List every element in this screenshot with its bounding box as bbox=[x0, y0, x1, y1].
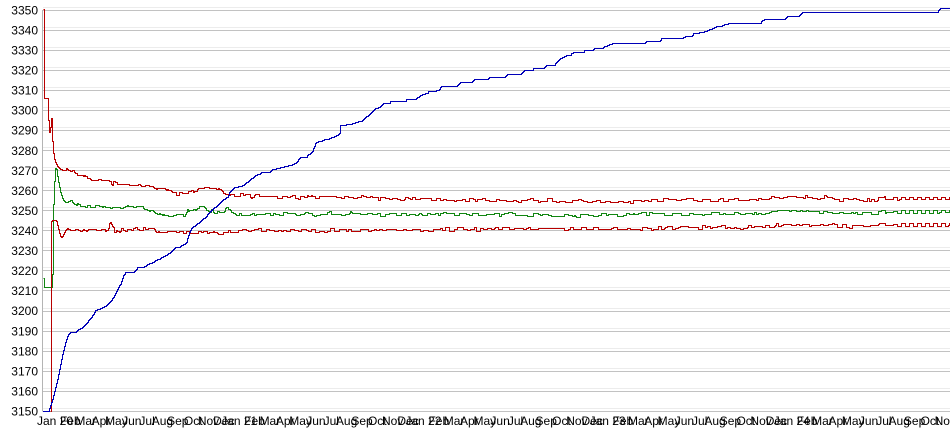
svg-text:Dec: Dec bbox=[213, 414, 234, 428]
svg-text:Feb: Feb bbox=[244, 414, 265, 428]
svg-text:Oct: Oct bbox=[921, 414, 940, 428]
svg-text:Aug: Aug bbox=[336, 414, 357, 428]
svg-text:Jun: Jun bbox=[490, 414, 509, 428]
svg-text:3200: 3200 bbox=[11, 304, 38, 318]
svg-text:Nov: Nov bbox=[198, 414, 219, 428]
svg-text:Jul: Jul bbox=[139, 414, 154, 428]
svg-text:Jan 21: Jan 21 bbox=[221, 414, 257, 428]
svg-text:3230: 3230 bbox=[11, 244, 38, 258]
svg-text:3280: 3280 bbox=[11, 144, 38, 158]
svg-text:3300: 3300 bbox=[11, 104, 38, 118]
svg-text:Oct: Oct bbox=[184, 414, 203, 428]
svg-text:May: May bbox=[473, 414, 496, 428]
svg-text:Jun: Jun bbox=[675, 414, 694, 428]
svg-text:3260: 3260 bbox=[11, 184, 38, 198]
svg-text:3170: 3170 bbox=[11, 364, 38, 378]
svg-text:Mar: Mar bbox=[444, 414, 465, 428]
svg-text:Mar: Mar bbox=[75, 414, 96, 428]
svg-text:Apr: Apr bbox=[276, 414, 295, 428]
svg-text:3310: 3310 bbox=[11, 84, 38, 98]
svg-text:Aug: Aug bbox=[152, 414, 173, 428]
svg-text:Jun: Jun bbox=[306, 414, 325, 428]
svg-text:3250: 3250 bbox=[11, 204, 38, 218]
svg-text:Mar: Mar bbox=[260, 414, 281, 428]
svg-text:3180: 3180 bbox=[11, 344, 38, 358]
svg-text:Oct: Oct bbox=[552, 414, 571, 428]
svg-text:Jan 23: Jan 23 bbox=[590, 414, 626, 428]
svg-text:Mar: Mar bbox=[628, 414, 649, 428]
svg-text:3350: 3350 bbox=[11, 3, 38, 17]
svg-text:Sep: Sep bbox=[536, 414, 558, 428]
svg-text:Jun: Jun bbox=[122, 414, 141, 428]
svg-text:Apr: Apr bbox=[644, 414, 663, 428]
svg-text:Aug: Aug bbox=[704, 414, 725, 428]
svg-text:3270: 3270 bbox=[11, 164, 38, 178]
svg-text:Nov: Nov bbox=[566, 414, 587, 428]
svg-text:Jul: Jul bbox=[508, 414, 523, 428]
svg-text:Sep: Sep bbox=[351, 414, 373, 428]
svg-text:Apr: Apr bbox=[460, 414, 479, 428]
svg-text:Jan 24: Jan 24 bbox=[774, 414, 810, 428]
svg-text:Apr: Apr bbox=[829, 414, 848, 428]
svg-text:Dec: Dec bbox=[766, 414, 787, 428]
svg-text:Dec: Dec bbox=[397, 414, 418, 428]
svg-text:3290: 3290 bbox=[11, 124, 38, 138]
svg-text:Nov: Nov bbox=[382, 414, 403, 428]
svg-text:Dec: Dec bbox=[582, 414, 603, 428]
svg-text:Feb: Feb bbox=[60, 414, 81, 428]
svg-text:Feb: Feb bbox=[428, 414, 449, 428]
svg-text:3160: 3160 bbox=[11, 384, 38, 398]
svg-text:Nov: Nov bbox=[935, 414, 950, 428]
svg-text:Feb: Feb bbox=[797, 414, 818, 428]
svg-text:Aug: Aug bbox=[889, 414, 910, 428]
svg-text:Sep: Sep bbox=[904, 414, 926, 428]
svg-text:3190: 3190 bbox=[11, 324, 38, 338]
svg-text:Jan 22: Jan 22 bbox=[405, 414, 441, 428]
svg-text:3330: 3330 bbox=[11, 44, 38, 58]
svg-text:Sep: Sep bbox=[167, 414, 189, 428]
svg-text:May: May bbox=[105, 414, 128, 428]
svg-text:Mar: Mar bbox=[812, 414, 833, 428]
svg-text:Jul: Jul bbox=[876, 414, 891, 428]
svg-text:Jul: Jul bbox=[324, 414, 339, 428]
svg-text:Nov: Nov bbox=[750, 414, 771, 428]
svg-text:Sep: Sep bbox=[720, 414, 742, 428]
svg-text:Aug: Aug bbox=[520, 414, 541, 428]
svg-text:Apr: Apr bbox=[92, 414, 111, 428]
svg-text:3150: 3150 bbox=[11, 405, 38, 419]
svg-text:3210: 3210 bbox=[11, 284, 38, 298]
svg-text:Jun: Jun bbox=[859, 414, 878, 428]
svg-text:May: May bbox=[289, 414, 312, 428]
svg-text:Jan 20: Jan 20 bbox=[37, 414, 73, 428]
svg-text:May: May bbox=[842, 414, 865, 428]
svg-text:3320: 3320 bbox=[11, 64, 38, 78]
svg-text:3240: 3240 bbox=[11, 224, 38, 238]
svg-text:Jul: Jul bbox=[692, 414, 707, 428]
svg-text:Feb: Feb bbox=[613, 414, 634, 428]
svg-text:Oct: Oct bbox=[368, 414, 387, 428]
svg-text:3340: 3340 bbox=[11, 24, 38, 38]
svg-text:Oct: Oct bbox=[736, 414, 755, 428]
svg-text:May: May bbox=[658, 414, 681, 428]
svg-text:3220: 3220 bbox=[11, 264, 38, 278]
